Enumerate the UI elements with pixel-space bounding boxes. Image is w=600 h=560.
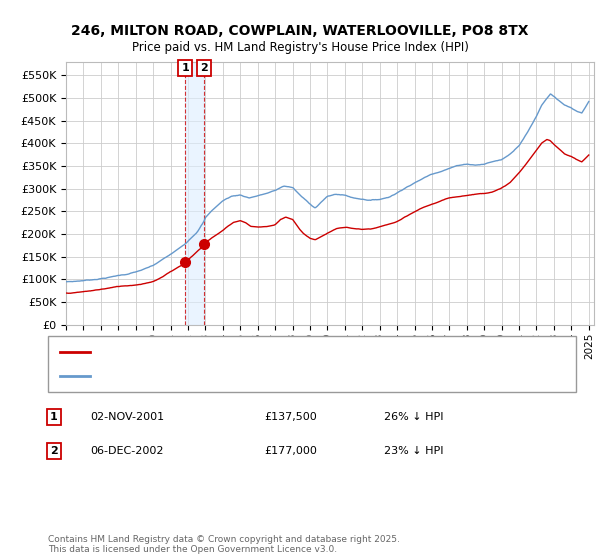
Bar	[185, 62, 204, 325]
Text: 246, MILTON ROAD, COWPLAIN, WATERLOOVILLE, PO8 8TX (detached house): 246, MILTON ROAD, COWPLAIN, WATERLOOVILL…	[96, 347, 516, 357]
Text: 23% ↓ HPI: 23% ↓ HPI	[384, 446, 443, 456]
Text: HPI: Average price, detached house, Havant: HPI: Average price, detached house, Hava…	[96, 371, 337, 381]
Text: £177,000: £177,000	[264, 446, 317, 456]
Text: Contains HM Land Registry data © Crown copyright and database right 2025.
This d: Contains HM Land Registry data © Crown c…	[48, 535, 400, 554]
Text: 1: 1	[181, 63, 189, 73]
Text: 246, MILTON ROAD, COWPLAIN, WATERLOOVILLE, PO8 8TX: 246, MILTON ROAD, COWPLAIN, WATERLOOVILL…	[71, 24, 529, 38]
Text: £137,500: £137,500	[264, 412, 317, 422]
Text: 2: 2	[50, 446, 58, 456]
Text: Price paid vs. HM Land Registry's House Price Index (HPI): Price paid vs. HM Land Registry's House …	[131, 41, 469, 54]
Text: 26% ↓ HPI: 26% ↓ HPI	[384, 412, 443, 422]
Text: 02-NOV-2001: 02-NOV-2001	[90, 412, 164, 422]
Text: 1: 1	[50, 412, 58, 422]
Text: 06-DEC-2002: 06-DEC-2002	[90, 446, 163, 456]
Text: 2: 2	[200, 63, 208, 73]
